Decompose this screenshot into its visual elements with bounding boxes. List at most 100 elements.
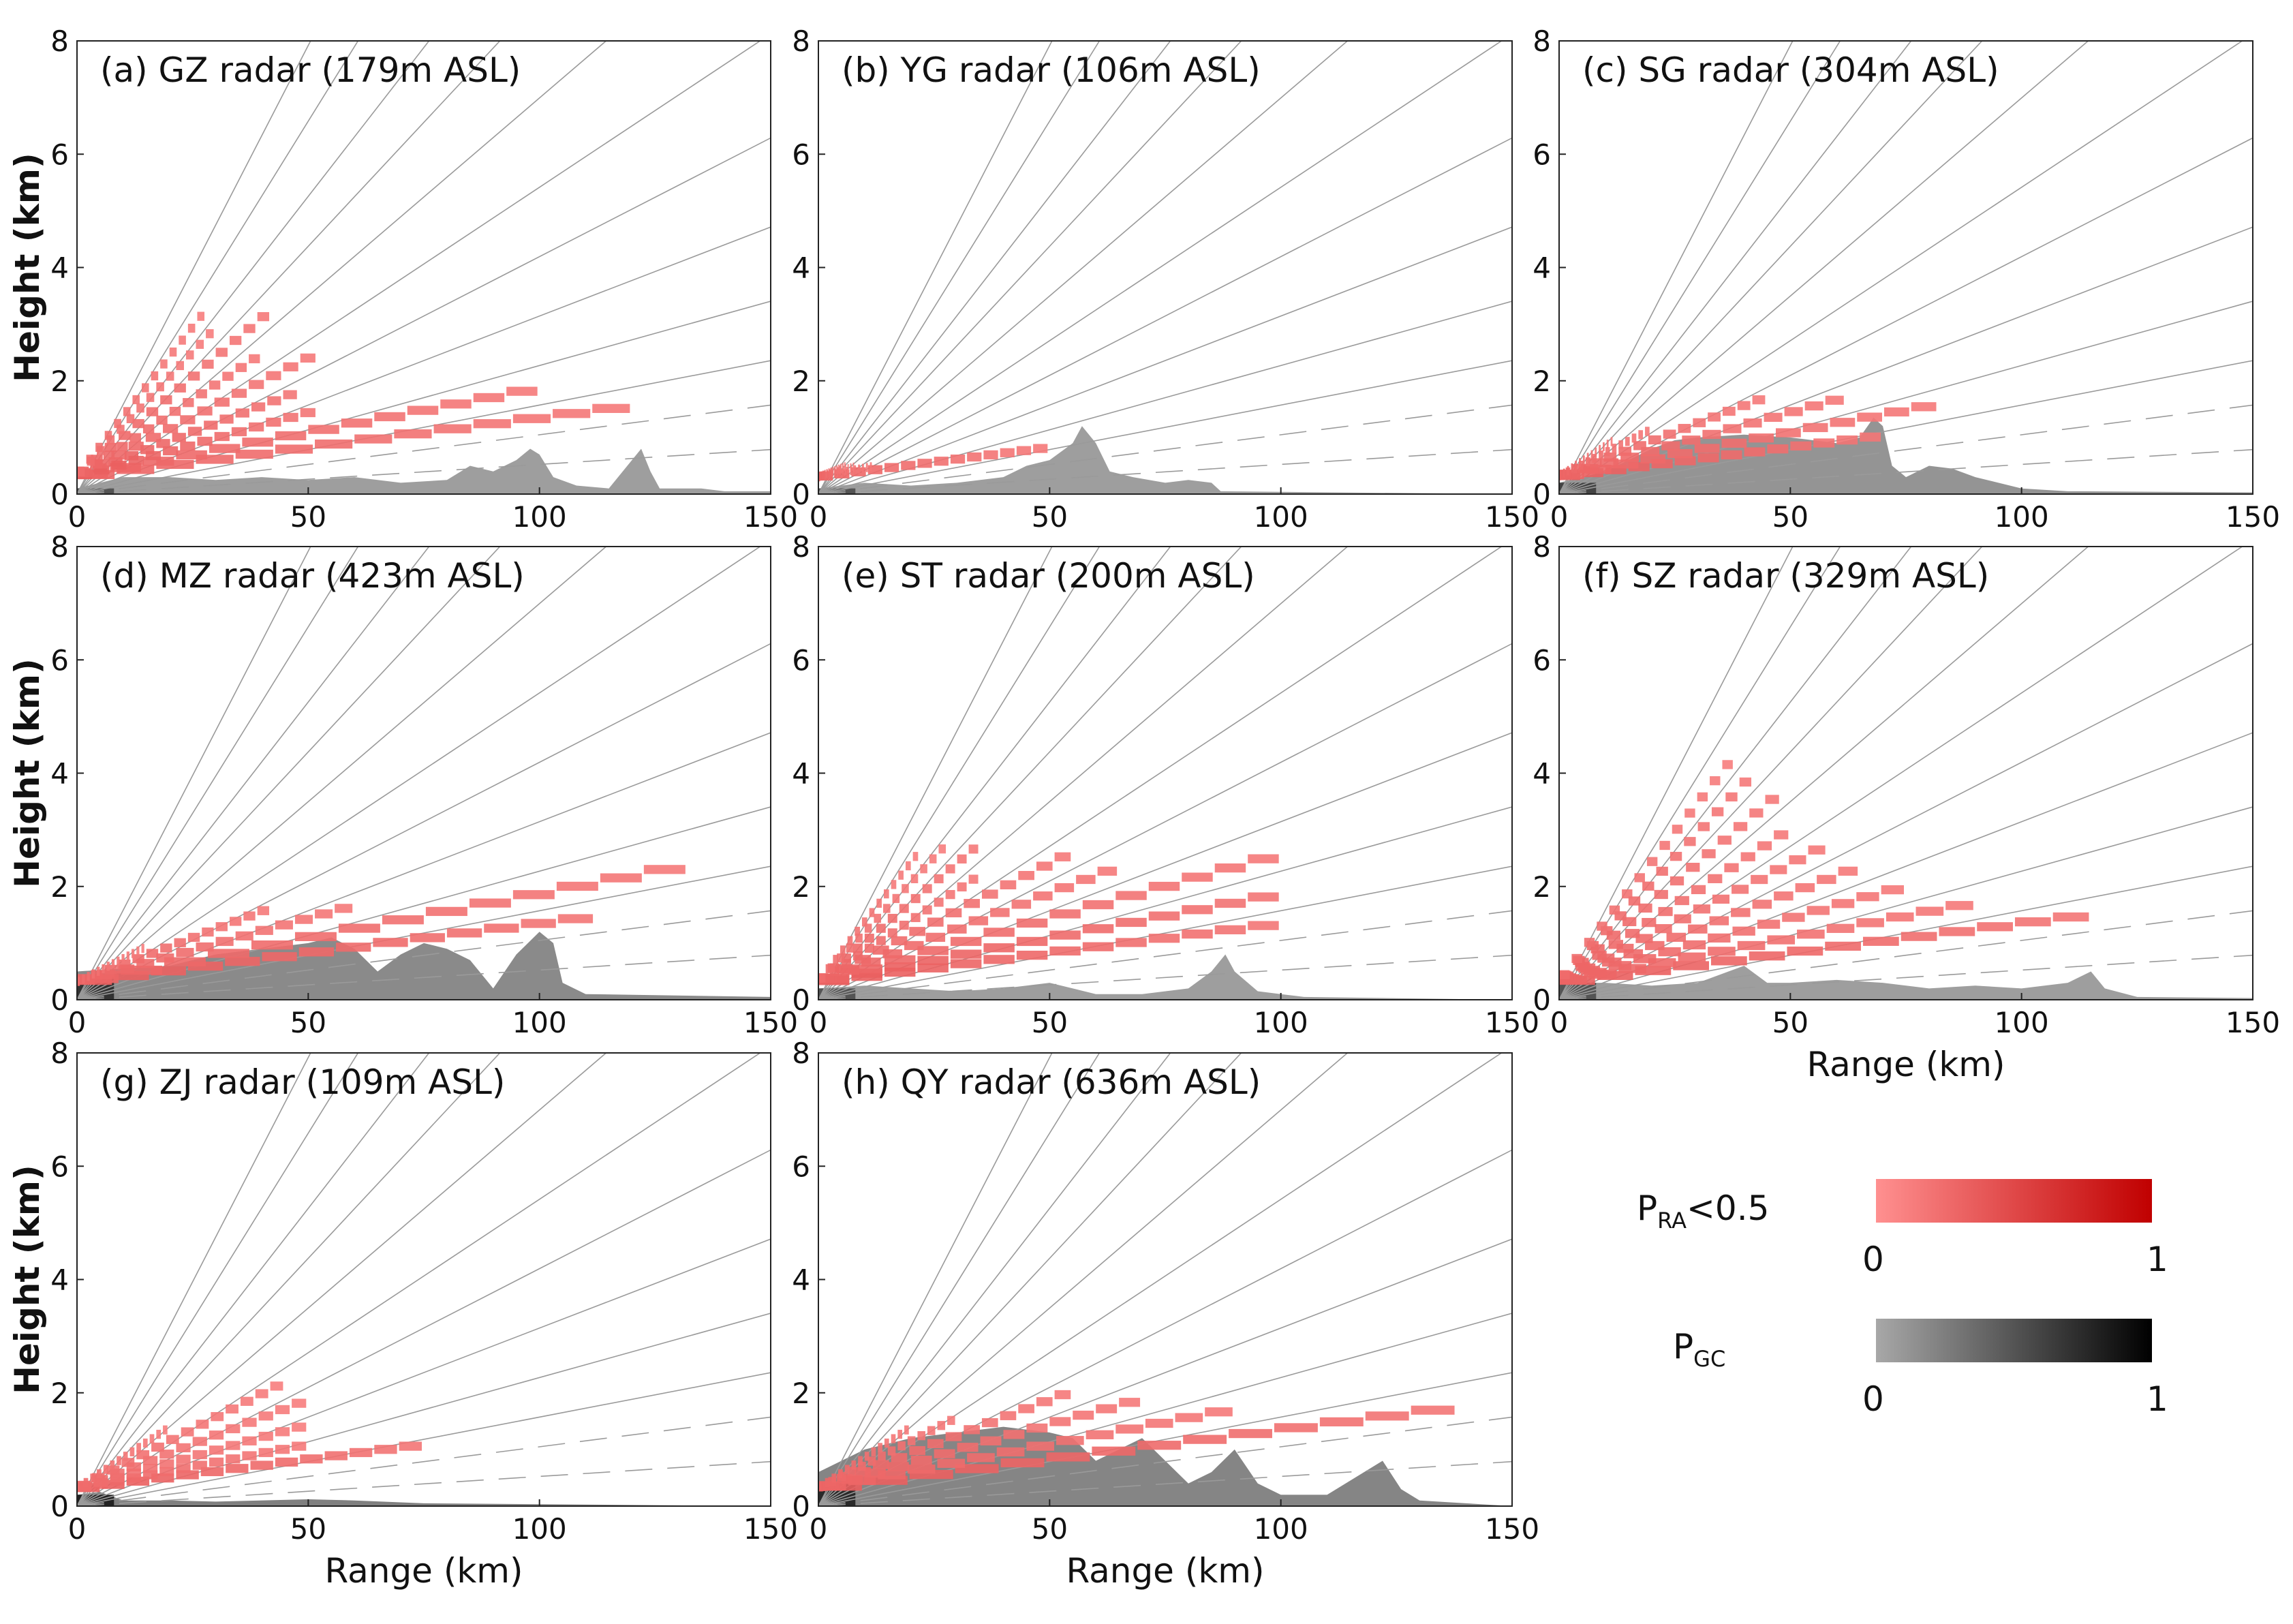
beam-blockage-mark [983, 450, 998, 460]
beam-blockage-mark [146, 949, 159, 958]
beam-blockage-mark [1712, 894, 1730, 904]
beam-blockage-mark [1694, 444, 1720, 453]
beam-blockage-mark [1782, 913, 1805, 922]
beam-blockage-mark [131, 949, 135, 958]
beam-blockage-mark [836, 465, 838, 475]
beam-blockage-mark [446, 928, 482, 938]
beam-blockage-mark [410, 933, 445, 943]
y-tick-label: 2 [50, 365, 69, 398]
beam-blockage-mark [1709, 916, 1729, 925]
y-axis-title: Height (km) [7, 153, 47, 382]
beam-blockage-mark [1073, 1410, 1094, 1420]
beam-blockage-mark [1737, 940, 1766, 951]
beam-blockage-mark [1860, 432, 1881, 442]
beam-blockage-mark [1182, 872, 1213, 882]
beam-blockage-mark [929, 854, 937, 863]
beam-blockage-mark [142, 1438, 148, 1448]
beam-blockage-mark [874, 913, 882, 923]
beam-blockage-mark [917, 955, 949, 966]
x-tick-label: 150 [743, 1512, 798, 1546]
beam-blockage-mark [86, 455, 94, 464]
x-tick-label: 100 [1995, 500, 2049, 534]
elevation-line [818, 41, 1053, 494]
ground-clutter-area [818, 954, 1512, 1000]
beam-blockage-mark [1831, 899, 1855, 908]
beam-blockage-mark [1586, 453, 1589, 462]
beam-blockage-mark [160, 359, 168, 369]
beam-blockage-mark [1635, 934, 1653, 943]
panel-e: 0 50 100 150 0 2 4 6 8 (e) ST radar (200m ASL) [792, 530, 1539, 1039]
beam-blockage-mark [219, 414, 234, 424]
beam-blockage-mark [861, 463, 864, 473]
panel-title: (f) SZ radar (329m ASL) [1582, 556, 1989, 596]
beam-blockage-mark [338, 923, 380, 933]
beam-blockage-mark [1655, 924, 1672, 934]
beam-blockage-mark [934, 874, 944, 884]
beam-blockage-mark [858, 464, 860, 474]
panel-title: (a) GZ radar (179m ASL) [100, 50, 521, 90]
beam-blockage-mark [846, 467, 848, 476]
beam-blockage-mark [315, 439, 353, 449]
beam-blockage-mark [910, 893, 921, 904]
beam-blockage-mark [887, 1462, 909, 1471]
beam-blockage-mark [235, 363, 247, 372]
beam-blockage-mark [294, 932, 337, 941]
beam-blockage-mark [1018, 1404, 1034, 1413]
beam-blockage-mark [1721, 450, 1742, 460]
beam-blockage-mark [106, 962, 110, 971]
beam-blockage-mark [1613, 459, 1639, 469]
beam-blockage-mark [1682, 940, 1706, 950]
legend-ra-label: PRA<0.5 [1637, 1189, 1769, 1234]
beam-blockage-mark [77, 977, 80, 986]
x-tick-label: 100 [512, 500, 567, 534]
beam-blockage-mark [521, 919, 556, 928]
beam-blockage-mark [1767, 444, 1789, 454]
beam-blockage-mark [1599, 444, 1601, 455]
beam-blockage-mark [197, 406, 213, 416]
beam-blockage-mark [142, 424, 155, 433]
beam-blockage-mark [553, 409, 591, 418]
beam-blockage-mark [968, 916, 989, 925]
beam-blockage-mark [1977, 922, 2013, 932]
beam-blockage-mark [964, 899, 980, 908]
elevation-line [818, 910, 1512, 1000]
beam-blockage-mark [1678, 952, 1706, 962]
elevation-line [818, 547, 1171, 1000]
beam-blockage-mark [1097, 866, 1118, 876]
beam-blockage-mark [1625, 437, 1630, 446]
beam-blockage-mark [1774, 830, 1789, 840]
beam-blockage-mark [129, 1447, 135, 1457]
beam-blockage-mark [1722, 760, 1733, 769]
beam-blockage-mark [922, 905, 932, 915]
beam-blockage-mark [95, 442, 103, 453]
beam-blockage-mark [128, 442, 144, 451]
beam-blockage-mark [902, 884, 909, 893]
ground-clutter-area [818, 1426, 1512, 1506]
beam-blockage-mark [226, 1424, 241, 1434]
beam-blockage-mark [1661, 441, 1680, 450]
elevation-line [818, 732, 1512, 1000]
elevation-line [1559, 41, 1983, 494]
beam-blockage-mark [917, 459, 932, 468]
elevation-line [818, 404, 1512, 494]
beam-blockage-mark [983, 955, 1015, 964]
beam-blockage-mark [917, 1431, 925, 1441]
x-tick-label: 150 [1485, 500, 1539, 534]
legend-ra-max: 1 [2146, 1240, 2168, 1279]
beam-blockage-mark [927, 917, 944, 927]
beam-blockage-mark [292, 1422, 307, 1432]
panel-a: 0 50 100 150 0 2 4 6 8 (a) GZ radar (179m ASL) Hei… [7, 25, 798, 534]
beam-blockage-mark [192, 1460, 207, 1470]
beam-blockage-mark [967, 1453, 995, 1462]
elevation-line [818, 448, 1512, 494]
x-axis-title: Range (km) [1066, 1551, 1264, 1591]
y-tick-label: 6 [792, 1150, 810, 1183]
beam-blockage-mark [1606, 440, 1609, 449]
beam-blockage-mark [833, 955, 838, 964]
beam-blockage-mark [440, 399, 472, 409]
beam-blockage-mark [1049, 930, 1081, 940]
x-tick-label: 50 [1772, 500, 1809, 534]
beam-blockage-mark [229, 335, 242, 346]
beam-blockage-mark [225, 957, 260, 966]
beam-blockage-mark [176, 1443, 191, 1453]
